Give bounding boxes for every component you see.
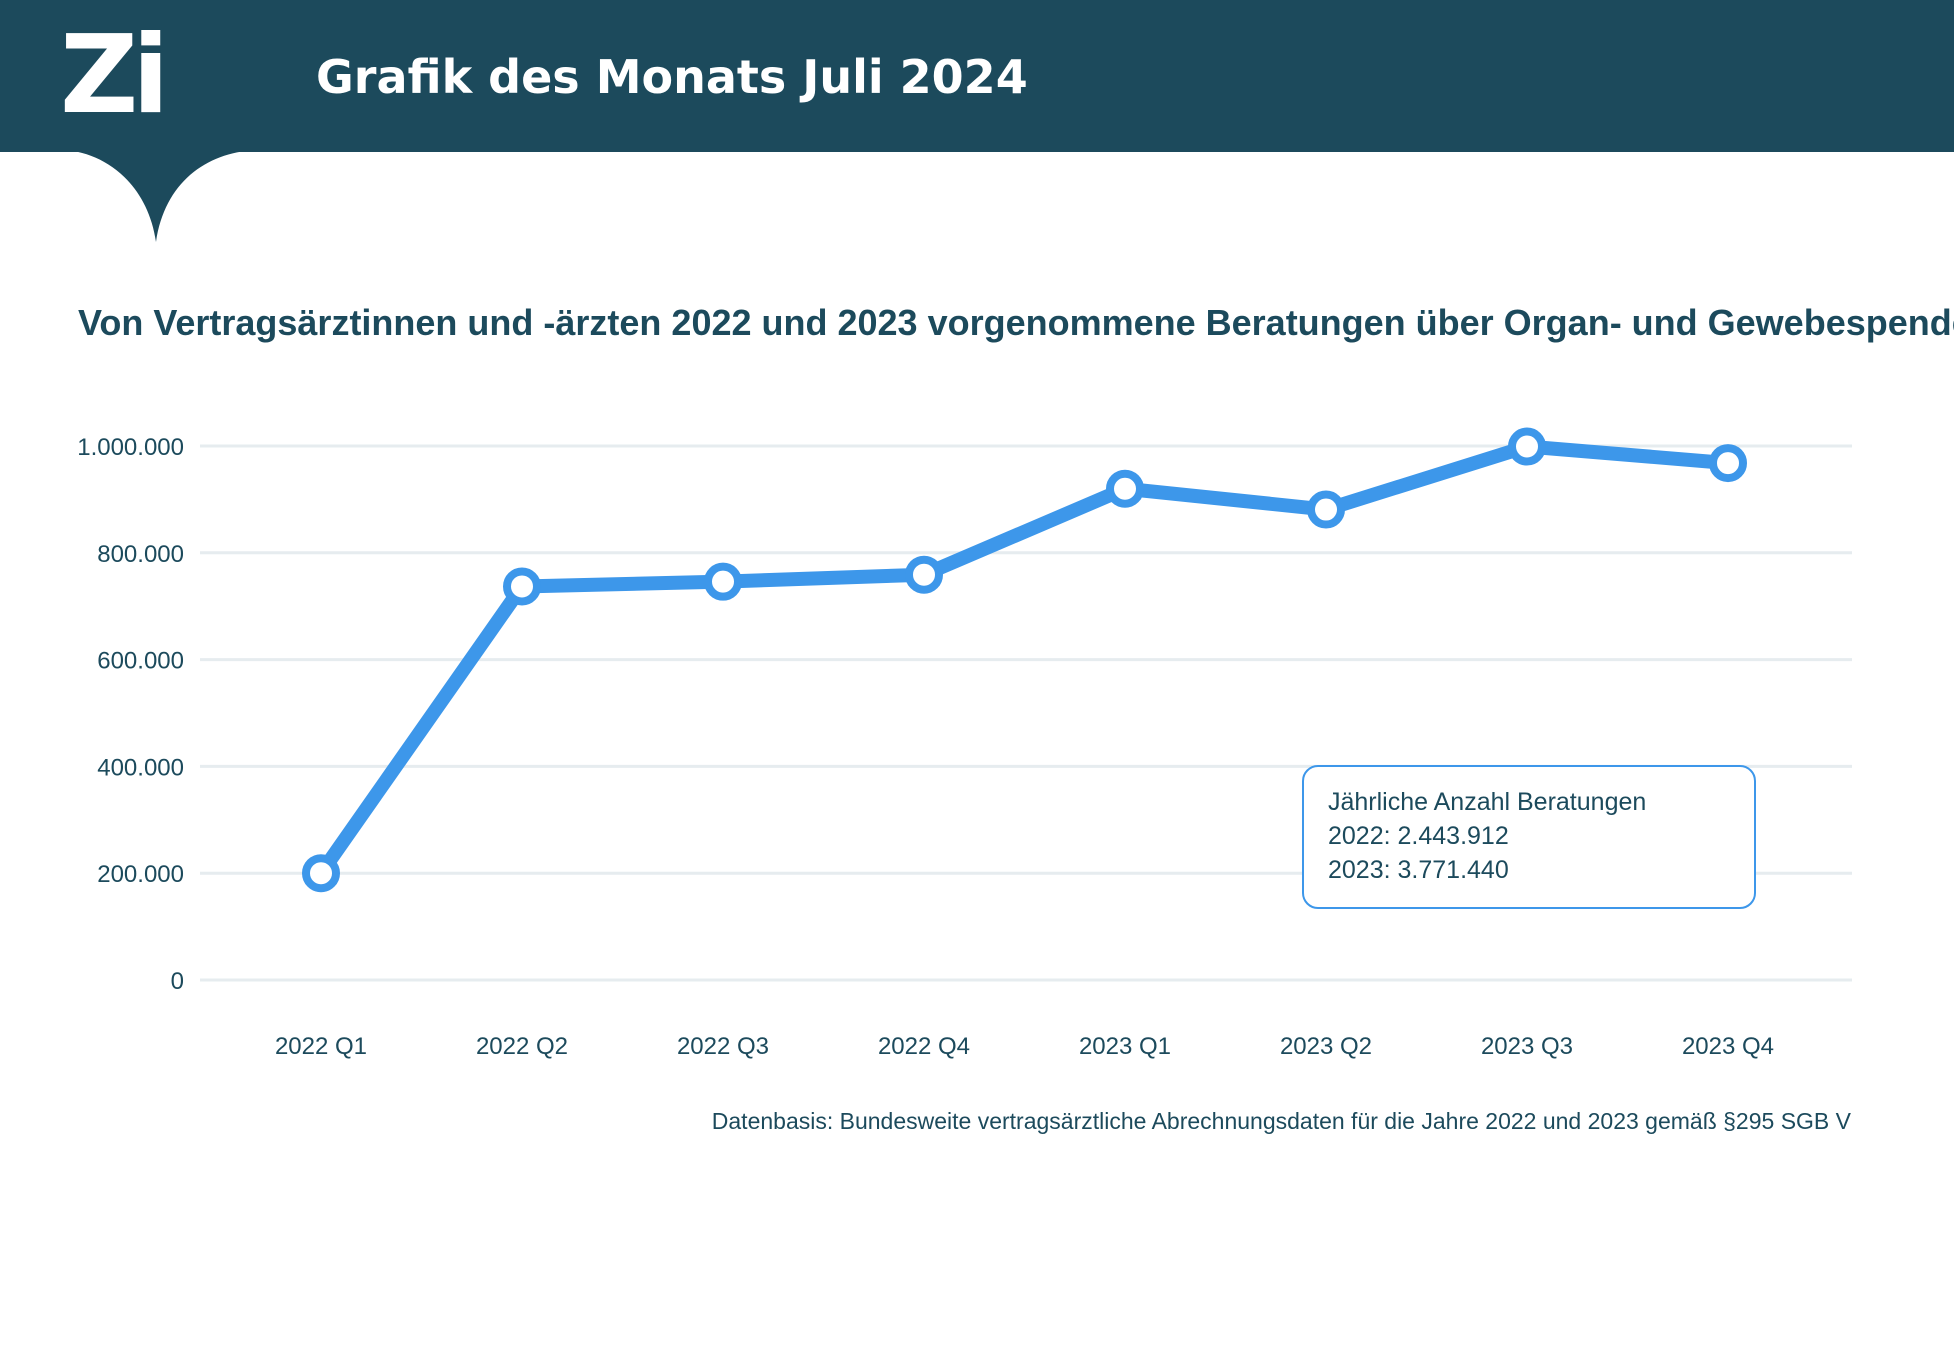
x-tick-label: 2022 Q2 bbox=[476, 1033, 568, 1060]
y-tick-label: 600.000 bbox=[97, 648, 184, 675]
y-tick-label: 800.000 bbox=[97, 541, 184, 568]
header-notch-shape bbox=[0, 150, 260, 242]
y-tick-label: 1.000.000 bbox=[77, 434, 184, 461]
x-tick-label: 2023 Q4 bbox=[1682, 1033, 1774, 1060]
series-line bbox=[314, 439, 1735, 881]
series-beratungen bbox=[302, 427, 1747, 893]
data-point bbox=[503, 567, 541, 606]
data-point bbox=[1307, 490, 1345, 529]
annual-total-2023: 2023: 3.771.440 bbox=[1328, 856, 1509, 884]
chart-title: Von Vertragsärztinnen und -ärzten 2022 u… bbox=[78, 302, 1954, 343]
data-point bbox=[704, 562, 742, 601]
annual-total-2022: 2022: 2.443.912 bbox=[1328, 822, 1509, 850]
x-tick-label: 2023 Q1 bbox=[1079, 1033, 1171, 1060]
annual-totals-title: Jährliche Anzahl Beratungen bbox=[1328, 788, 1647, 816]
header-bar: Zi Grafik des Monats Juli 2024 bbox=[0, 0, 1954, 152]
x-tick-label: 2023 Q2 bbox=[1280, 1033, 1372, 1060]
data-source-note: Datenbasis: Bundesweite vertragsärztlich… bbox=[711, 1108, 1851, 1134]
page-title: Grafik des Monats Juli 2024 bbox=[316, 50, 1028, 104]
x-tick-label: 2022 Q4 bbox=[878, 1033, 970, 1060]
data-point bbox=[1508, 427, 1546, 466]
data-point bbox=[302, 854, 340, 893]
data-point bbox=[1709, 444, 1747, 483]
annual-totals-box: Jährliche Anzahl Beratungen 2022: 2.443.… bbox=[1302, 765, 1756, 909]
x-tick-label: 2022 Q3 bbox=[677, 1033, 769, 1060]
zi-logo: Zi bbox=[60, 13, 169, 138]
y-axis-ticks: 0 200.000 400.000 600.000 800.000 1.000.000 bbox=[77, 434, 184, 995]
data-point bbox=[905, 555, 943, 594]
y-tick-label: 0 bbox=[171, 968, 184, 995]
y-tick-label: 200.000 bbox=[97, 861, 184, 888]
data-point bbox=[1106, 469, 1144, 508]
y-tick-label: 400.000 bbox=[97, 754, 184, 781]
x-tick-label: 2023 Q3 bbox=[1481, 1033, 1573, 1060]
x-axis-ticks: 2022 Q1 2022 Q2 2022 Q3 2022 Q4 2023 Q1 2023 … bbox=[275, 1033, 1774, 1060]
x-tick-label: 2022 Q1 bbox=[275, 1033, 367, 1060]
